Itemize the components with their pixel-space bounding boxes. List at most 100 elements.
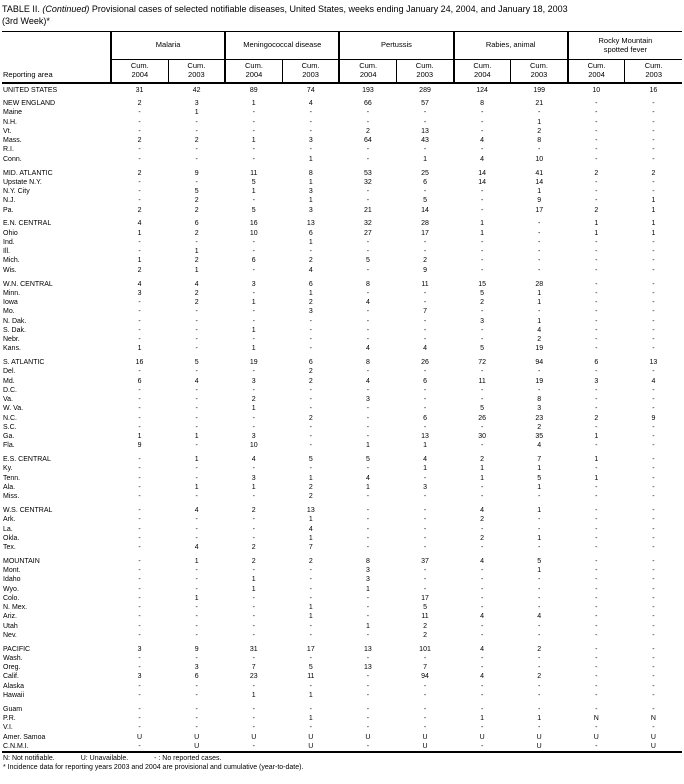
table-cell: - bbox=[252, 631, 255, 639]
table-cell: - bbox=[138, 507, 141, 515]
table-cell: - bbox=[195, 682, 198, 690]
table-cell: - bbox=[538, 654, 541, 662]
table-cell: 4 bbox=[480, 613, 485, 621]
table-cell: 2 bbox=[194, 229, 199, 237]
table-cell: - bbox=[366, 423, 370, 431]
table-cell: - bbox=[423, 691, 427, 699]
table-cell: - bbox=[480, 146, 484, 154]
table-cell: 2 bbox=[308, 493, 313, 501]
table-cell: - bbox=[595, 137, 598, 145]
table-cell: - bbox=[652, 507, 655, 515]
column-header-cum-2004: Cum. 2004 bbox=[566, 59, 625, 84]
table-cell: - bbox=[652, 396, 655, 404]
table-cell: - bbox=[195, 336, 198, 343]
table-cell: - bbox=[652, 299, 655, 306]
table-cell: 4 bbox=[480, 673, 485, 681]
table-cell: - bbox=[195, 368, 198, 376]
table-cell: - bbox=[423, 585, 427, 593]
table-cell: - bbox=[423, 386, 427, 394]
table-cell: - bbox=[252, 238, 255, 246]
table-cell: - bbox=[195, 604, 198, 612]
table-row: Ill. - 1 - - - - - - - - bbox=[2, 247, 682, 256]
table-cell: - bbox=[595, 645, 598, 653]
footnotes: N: Not notifiable. U: Unavailable. - : N… bbox=[2, 754, 682, 772]
table-cell: - bbox=[138, 585, 141, 593]
table-row: W.S. CENTRAL - 4 2 13 - - 4 1 - - bbox=[2, 506, 682, 515]
table-cell: - bbox=[595, 386, 598, 394]
table-cell: - bbox=[366, 516, 370, 524]
table-cell: - bbox=[309, 465, 312, 473]
table-cell: 4 bbox=[365, 299, 370, 306]
table-cell: U bbox=[536, 742, 542, 750]
table-cell: - bbox=[195, 345, 198, 353]
column-group-label: Malaria bbox=[155, 40, 181, 50]
column-header-line: Cum. bbox=[245, 61, 263, 71]
column-header-line: 2003 bbox=[188, 69, 205, 79]
table-cell: - bbox=[195, 386, 198, 394]
table-row: Nebr. - - - - - - - 2 - - bbox=[2, 335, 682, 344]
table-header: Reporting area Malaria Meningococcal dise… bbox=[2, 31, 682, 84]
table-cell: 1 bbox=[480, 715, 485, 723]
table-cell: N bbox=[650, 715, 656, 723]
table-cell: - bbox=[309, 585, 312, 593]
table-cell: 9 bbox=[651, 414, 656, 422]
table-cell: 193 bbox=[362, 86, 374, 94]
table-cell: - bbox=[366, 386, 370, 394]
table-cell: - bbox=[480, 238, 484, 246]
table-cell: - bbox=[423, 724, 427, 732]
column-group-malaria: Malaria bbox=[109, 31, 226, 60]
table-cell: 1 bbox=[537, 483, 542, 491]
table-row: S.C. - - - - - - - 2 - - bbox=[2, 423, 682, 432]
table-cell: - bbox=[595, 257, 598, 265]
table-cell: - bbox=[195, 724, 198, 732]
table-cell: 17 bbox=[421, 229, 429, 237]
table-cell: - bbox=[595, 326, 598, 334]
table-cell: 1 bbox=[137, 345, 142, 353]
table-cell: 1 bbox=[194, 266, 199, 274]
table-cell: 2 bbox=[308, 368, 313, 376]
table-cell: 10 bbox=[249, 229, 258, 237]
table-cell: 3 bbox=[594, 377, 599, 385]
table-cell: 4 bbox=[537, 613, 542, 621]
table-cell: - bbox=[366, 118, 370, 126]
table-cell: 6 bbox=[194, 220, 199, 228]
table-cell: - bbox=[423, 109, 427, 117]
table-cell: - bbox=[252, 414, 255, 422]
table-cell: 11 bbox=[421, 280, 429, 288]
table-cell: - bbox=[366, 673, 370, 681]
table-cell: - bbox=[595, 442, 598, 450]
table-cell: - bbox=[480, 525, 484, 533]
table-cell: 2 bbox=[537, 645, 542, 653]
column-header-cum-2004: Cum. 2004 bbox=[452, 59, 511, 84]
table-cell: - bbox=[366, 525, 370, 533]
table-cell: - bbox=[652, 585, 655, 593]
table-cell: - bbox=[195, 146, 198, 154]
table-cell: - bbox=[652, 266, 655, 274]
table-cell: U bbox=[593, 733, 599, 741]
table-cell: - bbox=[138, 109, 141, 117]
column-header-line: 2004 bbox=[588, 69, 605, 79]
table-cell: 1 bbox=[365, 622, 370, 630]
table-cell: - bbox=[195, 585, 198, 593]
table-cell: 21 bbox=[364, 206, 372, 214]
table-cell: 1 bbox=[308, 155, 313, 163]
table-cell: - bbox=[366, 155, 370, 163]
table-cell: 7 bbox=[423, 308, 427, 316]
table-cell: - bbox=[309, 146, 312, 154]
table-row: Wash. - - - - - - - - - - bbox=[2, 654, 682, 663]
table-cell: U bbox=[422, 733, 428, 741]
table-cell: 3 bbox=[251, 377, 256, 385]
table-cell: 1 bbox=[251, 691, 256, 699]
table-row: Okla. - - - 1 - - 2 1 - - bbox=[2, 534, 682, 543]
table-cell: 2 bbox=[537, 673, 542, 681]
table-cell: - bbox=[538, 705, 541, 713]
table-cell: 11 bbox=[307, 673, 315, 681]
table-row: NEW ENGLAND 2 3 1 4 66 57 8 21 - - bbox=[2, 99, 682, 108]
table-row: D.C. - - - - - - - - - - bbox=[2, 386, 682, 395]
table-cell: - bbox=[252, 109, 255, 117]
table-cell: - bbox=[309, 336, 312, 343]
table-cell: - bbox=[252, 516, 255, 524]
table-cell: - bbox=[252, 155, 255, 163]
table-cell: - bbox=[652, 289, 655, 297]
table-cell: - bbox=[652, 534, 655, 542]
